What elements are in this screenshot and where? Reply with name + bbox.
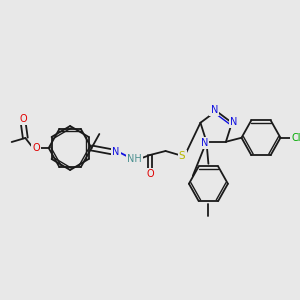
Text: N: N <box>230 117 238 127</box>
Text: O: O <box>32 143 40 153</box>
Text: N: N <box>112 147 120 157</box>
Text: NH: NH <box>127 154 142 164</box>
Text: O: O <box>146 169 154 179</box>
Text: Cl: Cl <box>291 133 300 143</box>
Text: N: N <box>211 105 218 115</box>
Text: O: O <box>20 114 27 124</box>
Text: S: S <box>179 151 185 161</box>
Text: N: N <box>201 138 208 148</box>
